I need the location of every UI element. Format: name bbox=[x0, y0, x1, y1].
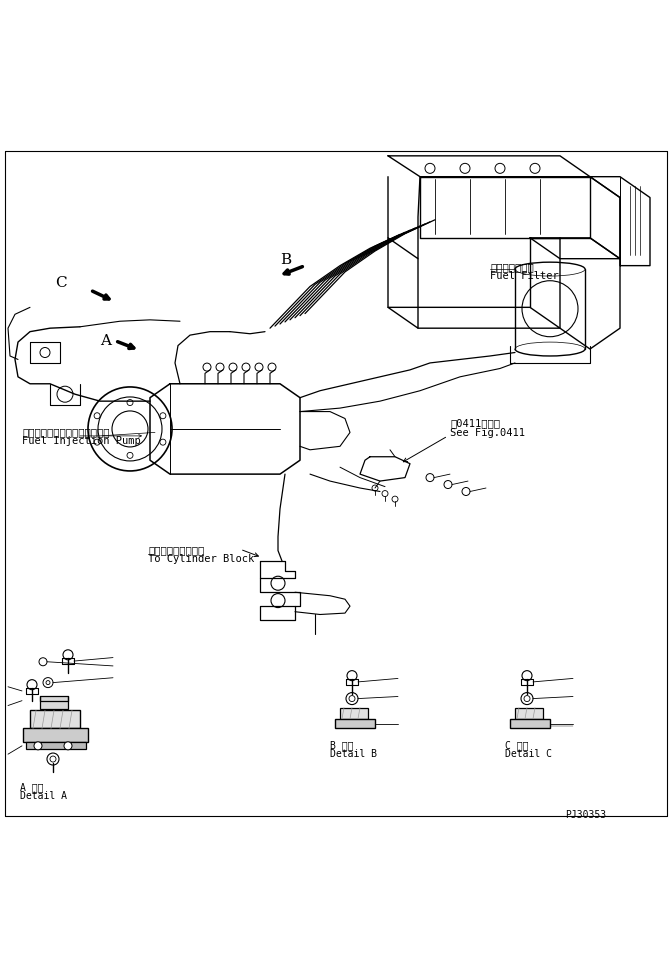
Circle shape bbox=[522, 671, 532, 681]
Text: フェルインジェクションポンプ: フェルインジェクションポンプ bbox=[22, 426, 110, 437]
Circle shape bbox=[34, 742, 42, 749]
Circle shape bbox=[88, 387, 172, 471]
Circle shape bbox=[47, 753, 59, 765]
Circle shape bbox=[64, 742, 72, 749]
Circle shape bbox=[346, 692, 358, 705]
Text: PJ30353: PJ30353 bbox=[565, 809, 606, 820]
Circle shape bbox=[522, 280, 578, 337]
Polygon shape bbox=[510, 718, 550, 728]
Bar bbox=[40, 696, 68, 709]
Polygon shape bbox=[26, 743, 86, 749]
Polygon shape bbox=[23, 728, 88, 743]
Text: A 詳細: A 詳細 bbox=[20, 782, 44, 792]
Text: シリンダブロックへ: シリンダブロックへ bbox=[148, 545, 204, 555]
Circle shape bbox=[39, 658, 47, 665]
Text: Fuel Filter: Fuel Filter bbox=[490, 271, 558, 280]
Text: フェルフィルタ: フェルフィルタ bbox=[490, 262, 534, 272]
Text: Detail C: Detail C bbox=[505, 749, 552, 759]
Text: A: A bbox=[100, 334, 111, 348]
Text: C 詳細: C 詳細 bbox=[505, 741, 528, 750]
Circle shape bbox=[521, 692, 533, 705]
Circle shape bbox=[347, 671, 357, 681]
Text: B 詳細: B 詳細 bbox=[330, 741, 353, 750]
Text: Fuel Injection Pump: Fuel Injection Pump bbox=[22, 436, 140, 446]
Text: 第0411図参照: 第0411図参照 bbox=[450, 419, 500, 428]
Text: Detail A: Detail A bbox=[20, 791, 67, 801]
Polygon shape bbox=[335, 718, 375, 728]
Text: See Fig.0411: See Fig.0411 bbox=[450, 427, 525, 437]
Polygon shape bbox=[340, 708, 368, 718]
Polygon shape bbox=[515, 708, 543, 718]
Text: B: B bbox=[280, 253, 291, 267]
Text: Detail B: Detail B bbox=[330, 749, 377, 759]
Text: To Cylinder Block: To Cylinder Block bbox=[148, 554, 254, 564]
Text: C: C bbox=[55, 276, 67, 290]
Circle shape bbox=[27, 680, 37, 689]
Circle shape bbox=[63, 650, 73, 659]
Polygon shape bbox=[30, 711, 80, 728]
